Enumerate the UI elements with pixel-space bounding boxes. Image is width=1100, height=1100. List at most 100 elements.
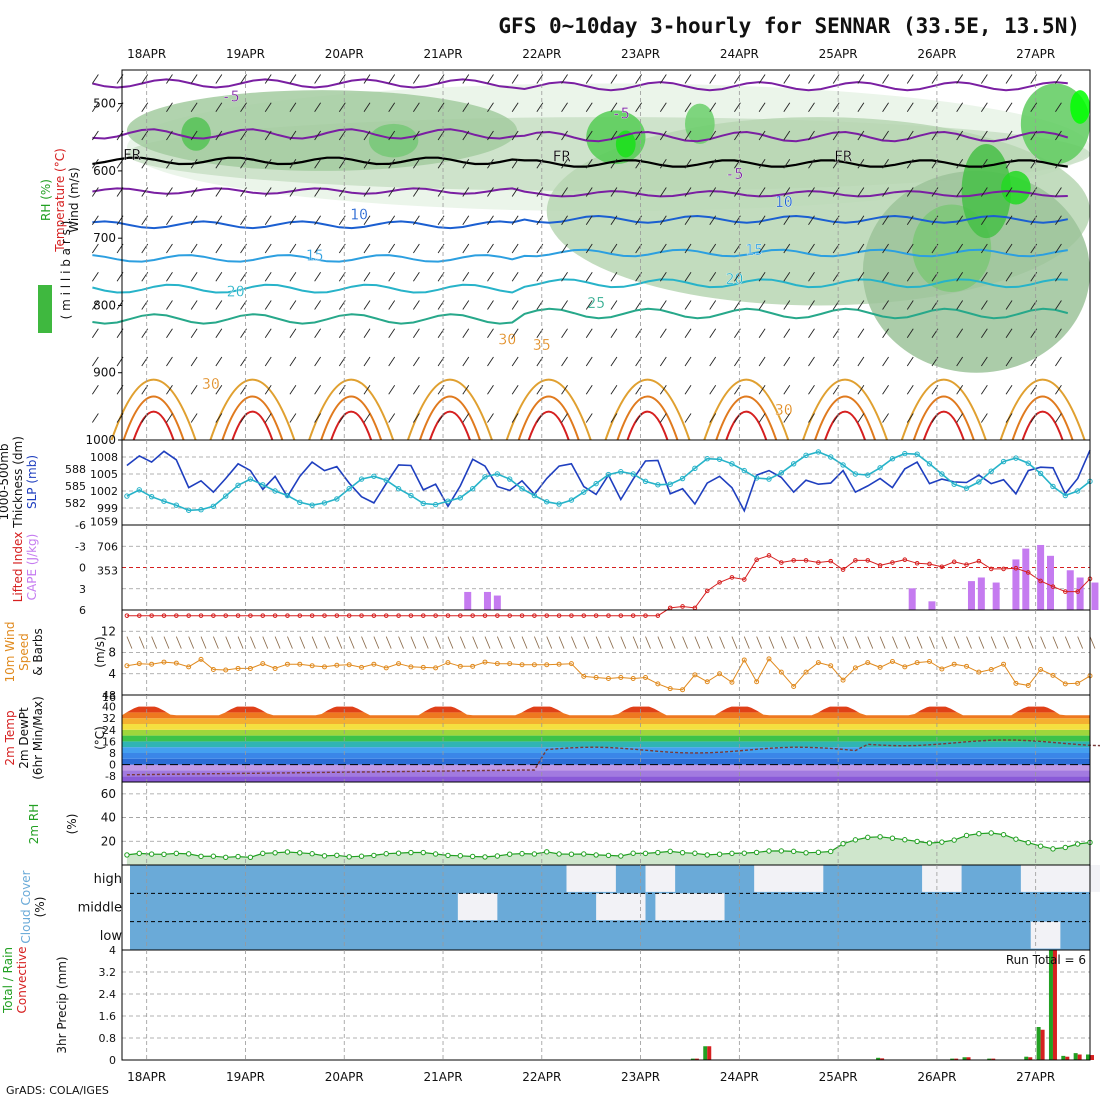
wind-barb (462, 413, 470, 423)
wind-speed-marker (297, 661, 303, 667)
rh-marker (260, 850, 266, 857)
wind-barb (561, 356, 568, 367)
li-marker (297, 613, 303, 618)
wind-barb (264, 356, 272, 367)
li-marker (655, 613, 661, 618)
wind-barb (534, 636, 540, 649)
wind-barb (422, 636, 429, 649)
wind-barb (511, 243, 519, 254)
wind-barb (783, 102, 791, 112)
wind-barb (1055, 328, 1062, 338)
rh-marker (877, 834, 883, 840)
series-marker (519, 486, 525, 492)
series-marker (642, 478, 649, 485)
wind-speed-marker (754, 679, 760, 685)
wind-speed-marker (556, 661, 562, 667)
wind-barb (857, 385, 865, 395)
wind-barb (783, 130, 791, 141)
series-marker (1050, 483, 1056, 490)
wind-barb (141, 102, 149, 112)
wind-barb (462, 356, 470, 367)
wind-speed-marker (433, 665, 439, 671)
rh-marker (309, 851, 315, 857)
wind-barb (91, 130, 99, 141)
rh-marker (408, 849, 414, 856)
wind-barb (250, 636, 256, 649)
wind-barb (435, 636, 441, 649)
series-marker (963, 485, 970, 491)
precip-bar-convective (954, 1058, 959, 1060)
wind-barb (793, 636, 800, 649)
wind-barb (413, 74, 420, 84)
series-marker (531, 492, 538, 499)
wind-barb (684, 328, 692, 338)
li-marker (346, 613, 352, 618)
wind-barb (561, 102, 568, 112)
rh-marker (828, 848, 834, 855)
wind-barb (768, 636, 775, 649)
warm-contour-arch (626, 410, 669, 441)
li-marker (964, 562, 969, 567)
wind-barb (264, 158, 272, 169)
precip-bar-convective (1090, 1055, 1094, 1060)
wind-barb (91, 158, 99, 169)
wind-barb (1077, 636, 1084, 649)
wind-barb (511, 413, 519, 423)
cloud-level-label: high (94, 872, 122, 887)
wind-barb (882, 385, 889, 395)
wind-barb (511, 385, 519, 395)
wind-barb (558, 636, 565, 649)
temp-band (122, 764, 1090, 771)
wind-barb (916, 636, 923, 649)
warm-contour-arch (1011, 395, 1074, 441)
cape-bar (1091, 582, 1099, 610)
wind-barb (1064, 636, 1071, 649)
li-marker (198, 613, 204, 618)
wind-barb (190, 413, 198, 423)
series-marker (1074, 488, 1081, 494)
series-marker (655, 482, 661, 488)
wind-barb (743, 636, 750, 649)
wind-barb (709, 187, 717, 197)
wind-barb (956, 243, 964, 254)
wind-barb (487, 300, 494, 310)
contour-label: FR (834, 147, 853, 165)
wind-speed-marker (852, 665, 858, 671)
wind-speed-marker (519, 662, 525, 668)
wind-speed-marker (951, 661, 957, 667)
li-marker (816, 560, 821, 565)
wind-barb (758, 187, 766, 197)
date-label-top: 21APR (423, 47, 462, 61)
warm-contour-arch (110, 378, 197, 441)
wind-barb (413, 215, 420, 225)
precip-bar-total (1048, 950, 1053, 1060)
rh-marker (704, 852, 710, 858)
wind-barb (857, 243, 865, 254)
wind-barb (237, 636, 244, 649)
rh-blob (1001, 170, 1031, 205)
wind-barb (1040, 636, 1046, 649)
wind-barb (91, 102, 99, 112)
wind-barb (511, 300, 519, 310)
wind-barb (289, 356, 297, 367)
wind-barb (931, 130, 939, 141)
wind-barb (264, 243, 272, 254)
li-marker (1025, 570, 1031, 575)
wind-barb (758, 413, 766, 423)
wind-speed-marker (334, 662, 340, 668)
wind-barb (1030, 158, 1038, 169)
wind-speed-marker (655, 681, 661, 687)
wind-speed-marker (643, 674, 649, 680)
wind-barb (783, 187, 791, 197)
li-marker (495, 613, 500, 618)
wind-speed-marker (889, 659, 895, 665)
rh-marker (790, 848, 797, 855)
wind-barb (857, 300, 865, 310)
wind-barb (215, 130, 223, 141)
wind-barb (980, 356, 988, 367)
wind-barb (758, 328, 766, 338)
li-marker (569, 613, 574, 618)
temp-contour-line (92, 156, 1068, 168)
series-marker (358, 476, 365, 482)
wind-barb (511, 356, 519, 367)
